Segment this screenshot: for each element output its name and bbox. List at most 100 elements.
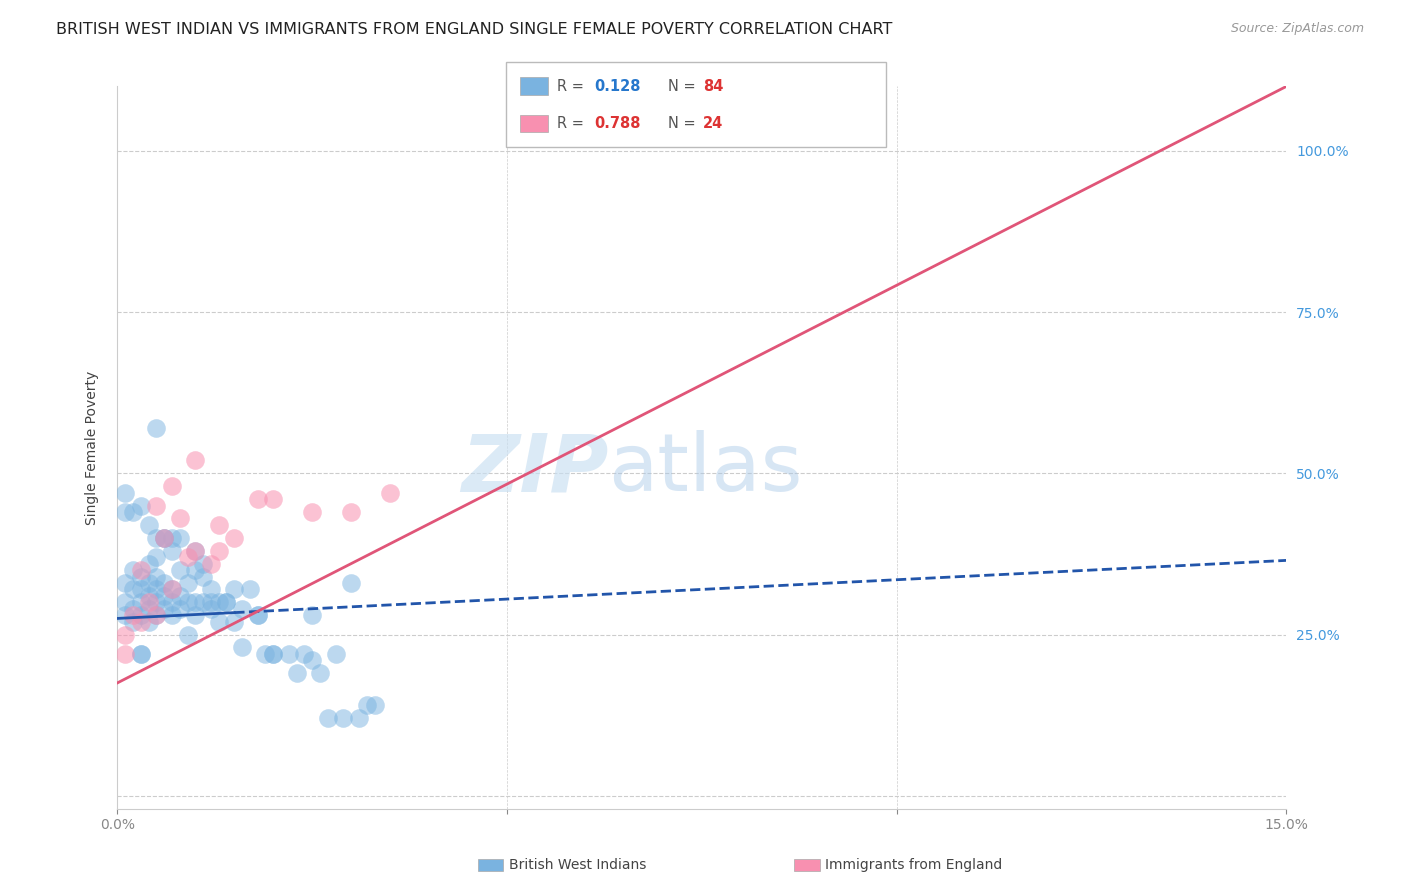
Point	[145, 550, 167, 565]
Point	[176, 595, 198, 609]
Text: atlas: atlas	[609, 430, 803, 508]
Point	[208, 517, 231, 532]
Point	[246, 608, 269, 623]
Point	[153, 531, 176, 545]
Point	[129, 647, 152, 661]
Point	[191, 595, 214, 609]
Point	[169, 511, 191, 525]
Point	[122, 582, 145, 597]
Point	[215, 595, 238, 609]
Point	[160, 479, 183, 493]
Point	[184, 563, 207, 577]
Point	[160, 543, 183, 558]
Point	[153, 576, 176, 591]
Text: R =: R =	[557, 116, 593, 131]
Point	[176, 627, 198, 641]
Text: British West Indians: British West Indians	[509, 858, 647, 872]
Point	[301, 505, 323, 519]
Point	[114, 576, 136, 591]
Point	[231, 601, 253, 615]
Point	[239, 582, 262, 597]
Text: R =: R =	[557, 78, 593, 94]
Point	[191, 557, 214, 571]
Point	[184, 543, 207, 558]
Point	[129, 608, 152, 623]
Point	[138, 615, 160, 629]
Y-axis label: Single Female Poverty: Single Female Poverty	[86, 370, 100, 524]
Point	[160, 582, 183, 597]
Point	[200, 601, 222, 615]
Point	[160, 595, 183, 609]
Point	[153, 531, 176, 545]
Point	[294, 647, 316, 661]
Point	[114, 485, 136, 500]
Point	[122, 563, 145, 577]
Point	[184, 453, 207, 467]
Point	[262, 492, 284, 507]
Point	[176, 576, 198, 591]
Point	[262, 647, 284, 661]
Point	[224, 531, 246, 545]
Point	[145, 531, 167, 545]
Point	[145, 608, 167, 623]
Text: 0.128: 0.128	[595, 78, 641, 94]
Point	[160, 582, 183, 597]
Point	[200, 582, 222, 597]
Point	[145, 595, 167, 609]
Point	[129, 499, 152, 513]
Text: 0.788: 0.788	[595, 116, 641, 131]
Point	[340, 505, 363, 519]
Point	[145, 582, 167, 597]
Point	[347, 711, 370, 725]
Point	[184, 595, 207, 609]
Point	[114, 627, 136, 641]
Point	[160, 531, 183, 545]
Text: N =: N =	[668, 78, 700, 94]
Point	[129, 647, 152, 661]
Point	[301, 653, 323, 667]
Point	[114, 595, 136, 609]
Point	[169, 563, 191, 577]
Point	[114, 608, 136, 623]
Point	[153, 601, 176, 615]
Point	[145, 608, 167, 623]
Point	[356, 698, 378, 713]
Point	[262, 647, 284, 661]
Text: ZIP: ZIP	[461, 430, 609, 508]
Point	[191, 569, 214, 583]
Point	[340, 576, 363, 591]
Point	[138, 517, 160, 532]
Point	[378, 485, 401, 500]
Point	[114, 647, 136, 661]
Point	[301, 608, 323, 623]
Point	[138, 576, 160, 591]
Point	[215, 595, 238, 609]
Point	[138, 557, 160, 571]
Point	[169, 589, 191, 603]
Point	[169, 601, 191, 615]
Point	[153, 589, 176, 603]
Point	[208, 595, 231, 609]
Point	[200, 557, 222, 571]
Point	[138, 595, 160, 609]
Point	[246, 492, 269, 507]
Point	[129, 563, 152, 577]
Point	[224, 615, 246, 629]
Point	[145, 499, 167, 513]
Point	[224, 582, 246, 597]
Point	[129, 595, 152, 609]
Text: N =: N =	[668, 116, 700, 131]
Point	[145, 569, 167, 583]
Text: BRITISH WEST INDIAN VS IMMIGRANTS FROM ENGLAND SINGLE FEMALE POVERTY CORRELATION: BRITISH WEST INDIAN VS IMMIGRANTS FROM E…	[56, 22, 893, 37]
Point	[200, 595, 222, 609]
Point	[122, 601, 145, 615]
Point	[122, 608, 145, 623]
Point	[277, 647, 299, 661]
Point	[184, 543, 207, 558]
Point	[138, 601, 160, 615]
Point	[122, 615, 145, 629]
Point	[153, 531, 176, 545]
Point	[208, 615, 231, 629]
Text: Immigrants from England: Immigrants from England	[825, 858, 1002, 872]
Point	[246, 608, 269, 623]
